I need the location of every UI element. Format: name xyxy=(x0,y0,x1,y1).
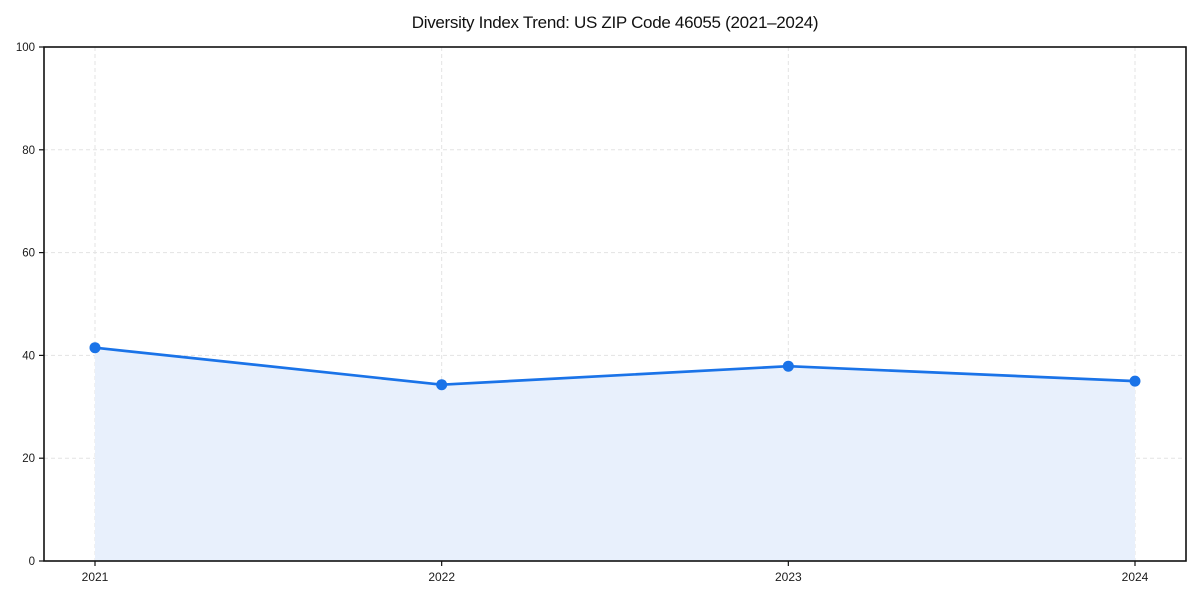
y-tick-label: 80 xyxy=(22,145,35,157)
x-tick-label: 2023 xyxy=(775,570,802,584)
y-tick-label: 60 xyxy=(22,248,35,260)
x-tick-label: 2022 xyxy=(428,570,455,584)
series-line xyxy=(93,346,1137,387)
y-tick-label: 0 xyxy=(29,556,35,568)
chart-title: Diversity Index Trend: US ZIP Code 46055… xyxy=(411,13,819,32)
y-tick-label: 20 xyxy=(22,453,35,465)
data-point-marker xyxy=(782,360,794,372)
x-tick-label: 2021 xyxy=(82,570,109,584)
y-tick-label: 100 xyxy=(16,42,35,54)
data-point-marker xyxy=(1129,375,1141,387)
data-point-marker xyxy=(89,342,101,354)
axes-border xyxy=(43,46,1187,562)
y-tick-label: 40 xyxy=(22,350,35,362)
data-point-marker xyxy=(436,379,448,391)
x-tick-label: 2024 xyxy=(1122,570,1149,584)
series-area-fill xyxy=(95,347,1135,561)
